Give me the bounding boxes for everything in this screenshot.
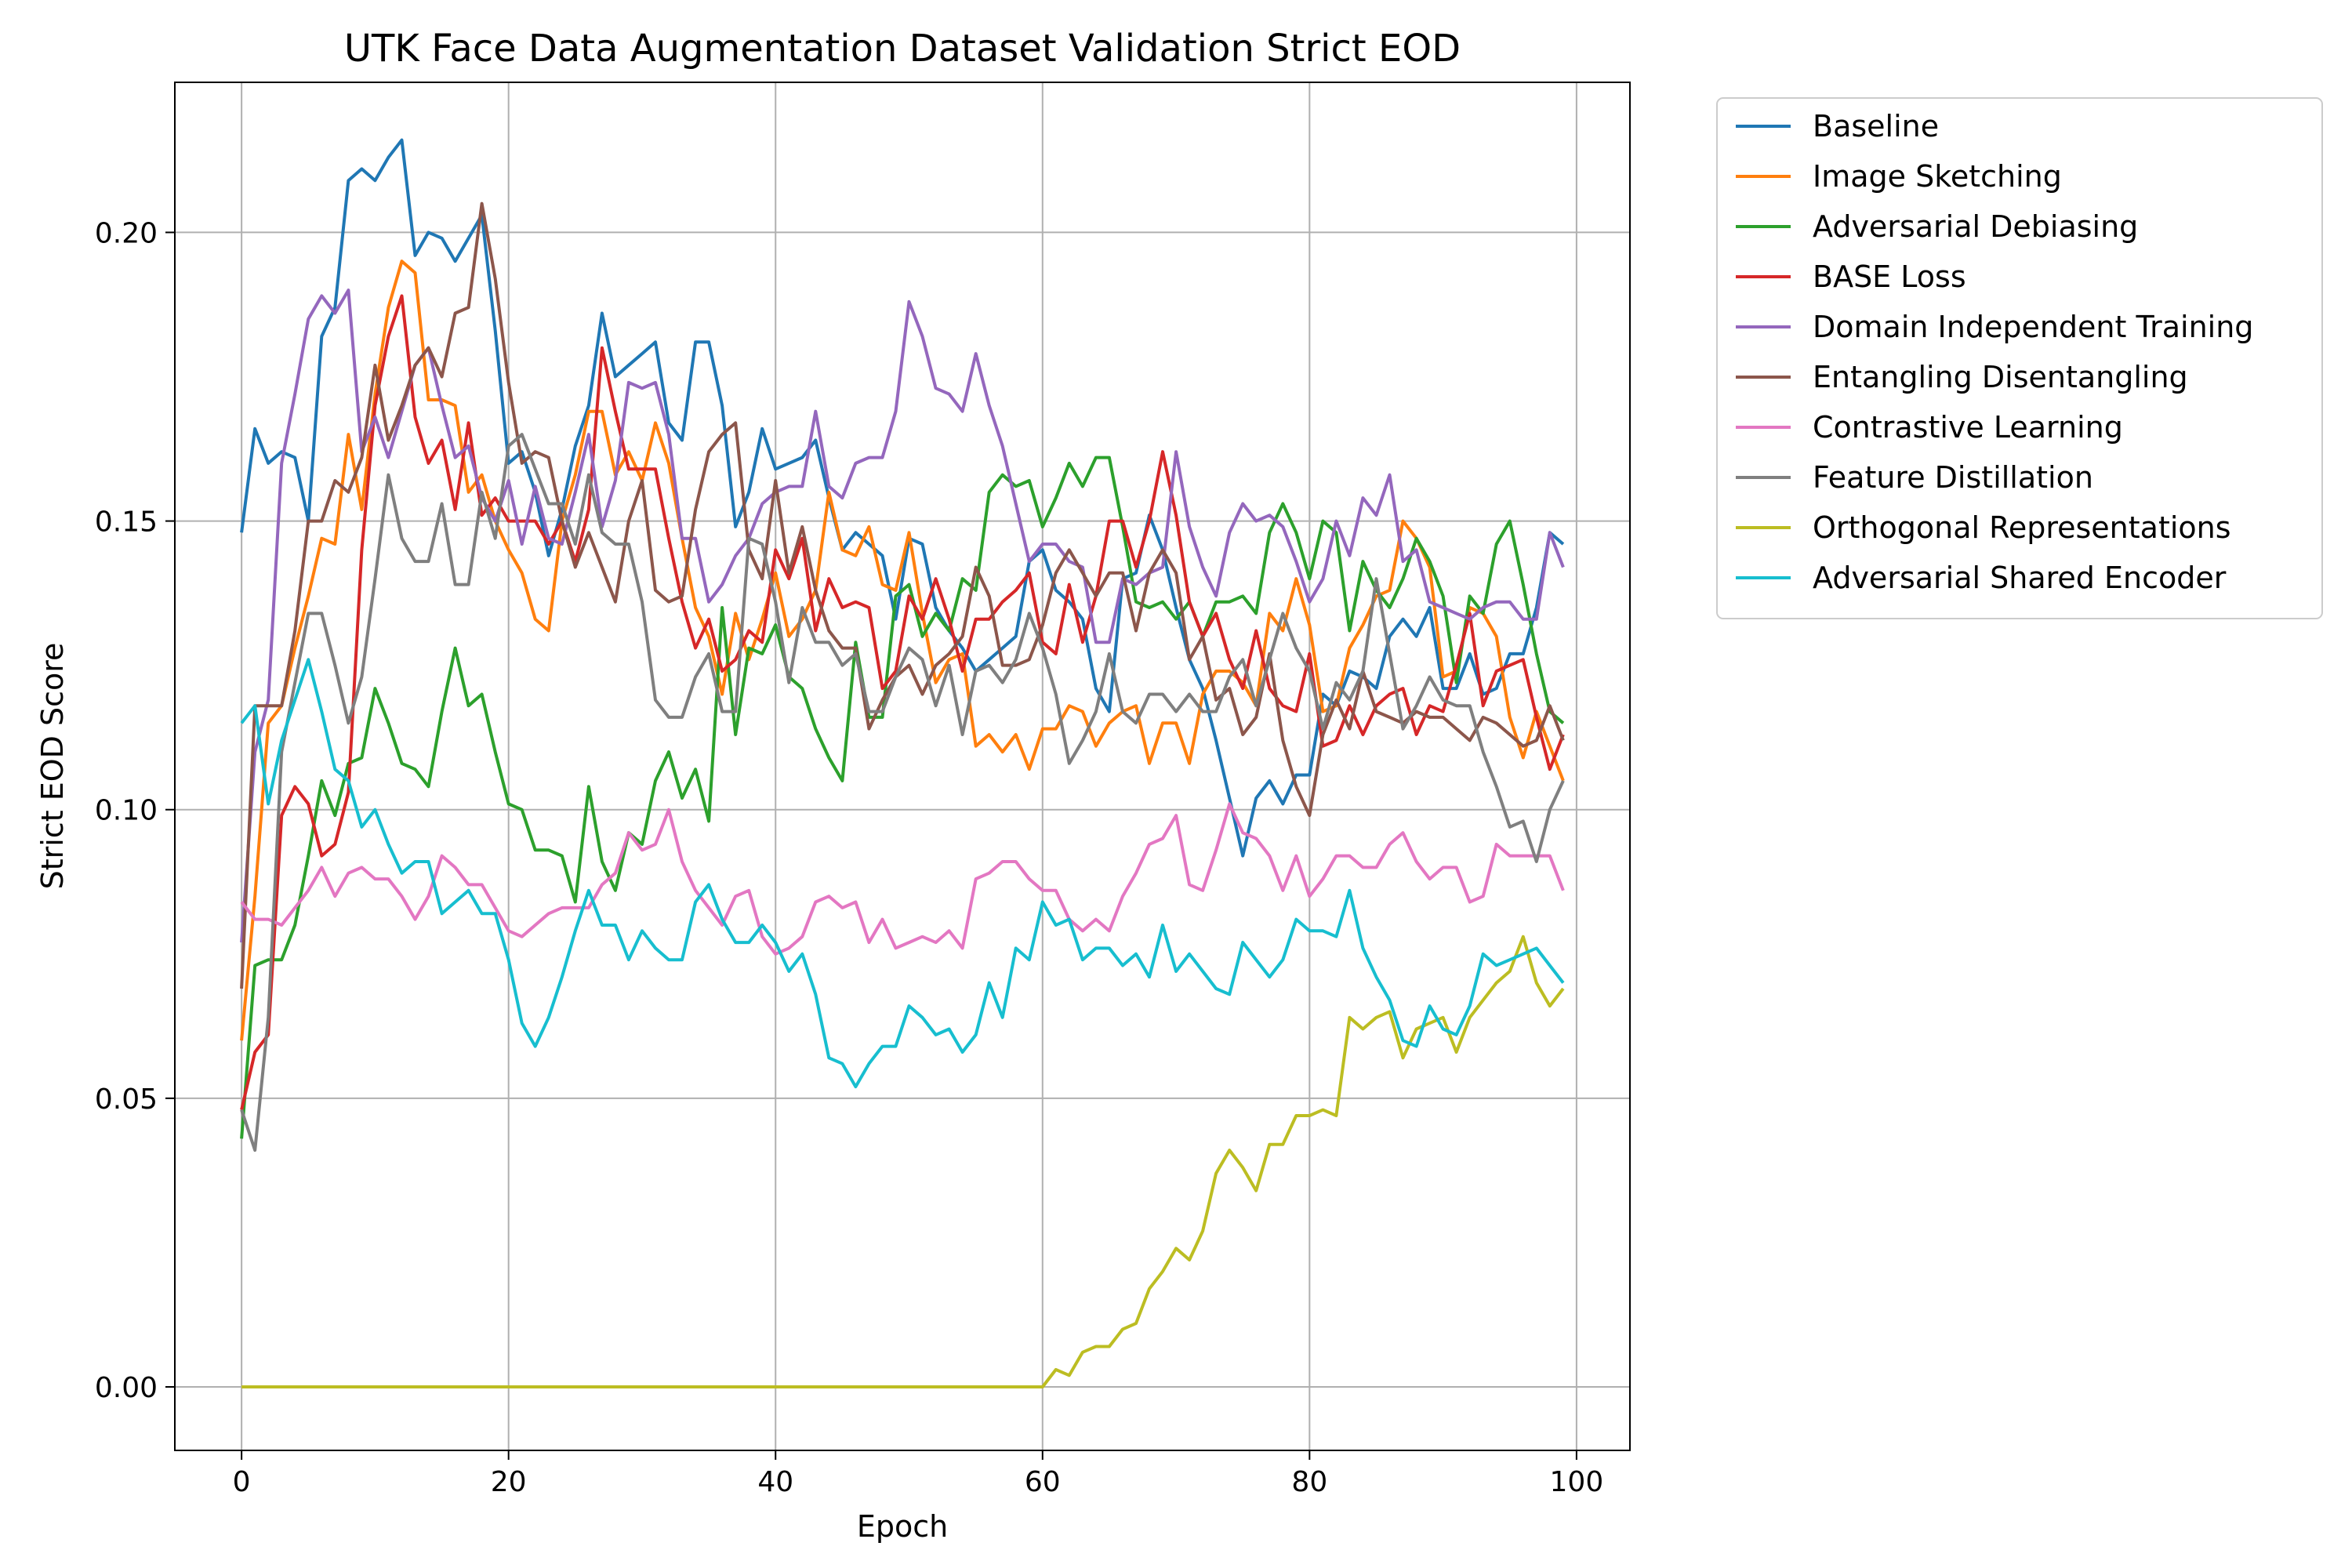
x-tick-label: 0 bbox=[233, 1466, 251, 1498]
legend-label: Orthogonal Representations bbox=[1813, 510, 2231, 545]
series-line-orthogonal-representations bbox=[241, 935, 1565, 1388]
series-line-adversarial-debiasing bbox=[240, 456, 1565, 1139]
series-line-feature-distillation bbox=[240, 433, 1565, 1152]
legend-label: Adversarial Shared Encoder bbox=[1813, 561, 2227, 595]
y-tick-label: 0.00 bbox=[95, 1372, 158, 1404]
legend-label: BASE Loss bbox=[1813, 260, 1966, 294]
legend-box bbox=[1716, 97, 2323, 619]
chart-title: UTK Face Data Augmentation Dataset Valid… bbox=[344, 27, 1461, 71]
grid bbox=[175, 82, 1630, 1450]
y-tick-label: 0.20 bbox=[95, 217, 158, 249]
x-tick-label: 100 bbox=[1550, 1466, 1604, 1498]
series-lines bbox=[240, 138, 1565, 1388]
legend-label: Domain Independent Training bbox=[1813, 310, 2253, 344]
legend-label: Feature Distillation bbox=[1813, 460, 2093, 495]
legend-label: Baseline bbox=[1813, 109, 1939, 143]
series-line-baseline bbox=[240, 138, 1565, 858]
plot-frame bbox=[174, 82, 1631, 1451]
x-tick-label: 60 bbox=[1025, 1466, 1061, 1498]
x-tick-label: 20 bbox=[491, 1466, 527, 1498]
x-tick-label: 40 bbox=[757, 1466, 793, 1498]
legend-label: Contrastive Learning bbox=[1813, 410, 2123, 445]
legend-label: Adversarial Debiasing bbox=[1813, 209, 2138, 244]
x-axis-label: Epoch bbox=[857, 1509, 948, 1544]
legend-label: Entangling Disentangling bbox=[1813, 360, 2188, 394]
y-tick-label: 0.05 bbox=[95, 1083, 158, 1116]
series-line-contrastive-learning bbox=[240, 802, 1565, 956]
axis-ticks: 0 20 40 60 80 100 0.00 0.05 0.10 0.15 0.20 bbox=[95, 217, 1603, 1498]
x-tick-label: 80 bbox=[1291, 1466, 1327, 1498]
y-tick-label: 0.15 bbox=[95, 506, 158, 539]
y-tick-label: 0.10 bbox=[95, 795, 158, 827]
y-axis-label: Strict EOD Score bbox=[35, 643, 70, 890]
series-line-image-sketching bbox=[240, 260, 1565, 1041]
series-line-entangling-disentangling bbox=[240, 201, 1565, 989]
legend-label: Image Sketching bbox=[1813, 159, 2062, 194]
legend: Baseline Image Sketching Adversarial Debia… bbox=[1716, 97, 2323, 619]
series-line-domain-independent-training bbox=[240, 289, 1565, 943]
series-line-base-loss bbox=[240, 294, 1565, 1111]
series-line-adversarial-shared-encoder bbox=[240, 658, 1565, 1089]
